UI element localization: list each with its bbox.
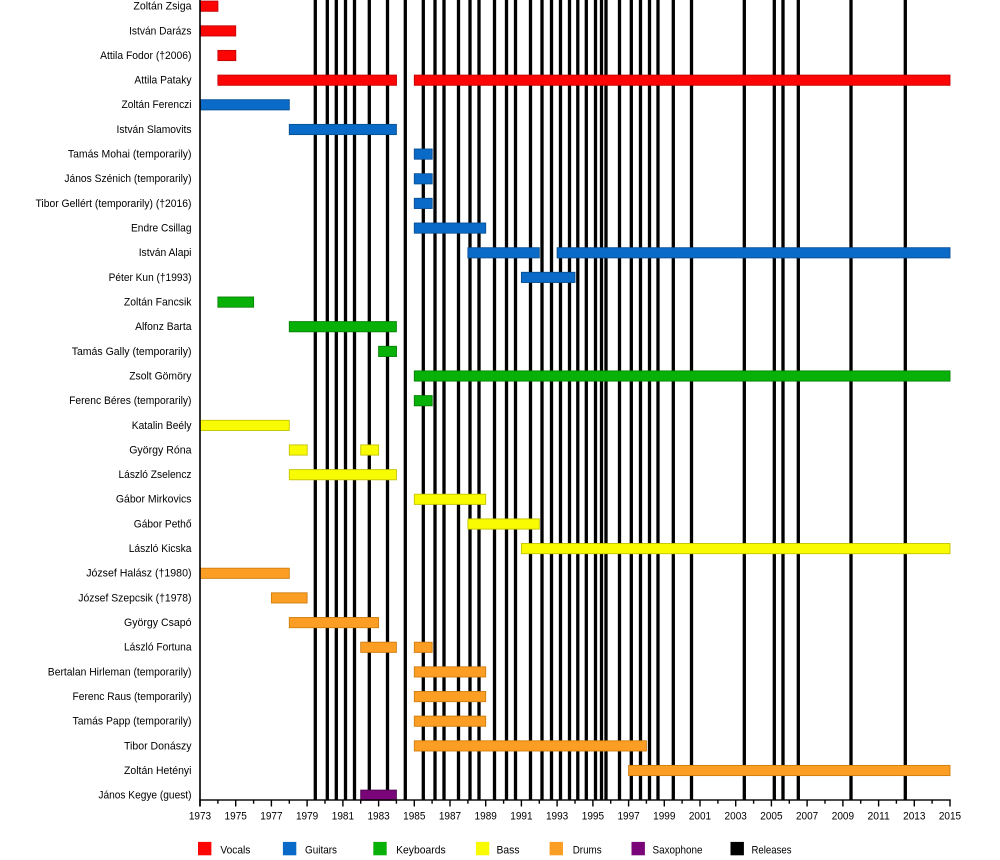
svg-text:1999: 1999	[653, 810, 675, 822]
svg-text:Tibor Donászy: Tibor Donászy	[124, 740, 192, 752]
svg-text:1981: 1981	[332, 810, 354, 822]
svg-text:1991: 1991	[510, 810, 532, 822]
svg-text:Tamás Gally (temporarily): Tamás Gally (temporarily)	[72, 346, 192, 358]
svg-text:2005: 2005	[760, 810, 782, 822]
svg-text:1993: 1993	[546, 810, 568, 822]
svg-text:2015: 2015	[939, 810, 961, 822]
svg-text:1989: 1989	[475, 810, 497, 822]
svg-text:1995: 1995	[582, 810, 604, 822]
svg-text:István Darázs: István Darázs	[129, 25, 192, 37]
svg-text:György Róna: György Róna	[129, 444, 192, 456]
svg-text:Guitars: Guitars	[305, 844, 337, 856]
svg-text:Katalin Beély: Katalin Beély	[132, 420, 192, 432]
svg-text:1979: 1979	[296, 810, 318, 822]
svg-text:Zoltán Zsiga: Zoltán Zsiga	[133, 1, 192, 13]
svg-text:Attila Pataky: Attila Pataky	[134, 75, 192, 87]
svg-text:1983: 1983	[367, 810, 389, 822]
svg-text:János Kegye (guest): János Kegye (guest)	[98, 790, 191, 802]
svg-text:László Kicska: László Kicska	[129, 543, 193, 555]
svg-text:Alfonz Barta: Alfonz Barta	[135, 321, 192, 333]
svg-text:József Szepcsik (†1978): József Szepcsik (†1978)	[78, 592, 191, 604]
svg-text:József Halász (†1980): József Halász (†1980)	[86, 568, 191, 580]
svg-text:1973: 1973	[189, 810, 211, 822]
svg-text:Gábor Mirkovics: Gábor Mirkovics	[116, 494, 192, 506]
svg-text:Zoltán Ferenczi: Zoltán Ferenczi	[122, 99, 192, 111]
svg-text:István Slamovits: István Slamovits	[117, 124, 192, 136]
svg-text:2009: 2009	[832, 810, 854, 822]
svg-text:Drums: Drums	[573, 844, 602, 856]
svg-text:Zsolt Gömöry: Zsolt Gömöry	[129, 370, 192, 382]
svg-text:Gábor Pethő: Gábor Pethő	[134, 518, 192, 530]
svg-text:2003: 2003	[725, 810, 747, 822]
svg-text:1987: 1987	[439, 810, 461, 822]
svg-text:Tamás Papp (temporarily): Tamás Papp (temporarily)	[73, 716, 192, 728]
svg-text:1997: 1997	[617, 810, 639, 822]
svg-text:Bass: Bass	[497, 844, 520, 856]
svg-text:1985: 1985	[403, 810, 425, 822]
svg-text:2001: 2001	[689, 810, 711, 822]
svg-text:János Szénich (temporarily): János Szénich (temporarily)	[64, 173, 191, 185]
svg-text:Ferenc Raus (temporarily): Ferenc Raus (temporarily)	[73, 691, 192, 703]
svg-text:Ferenc Béres (temporarily): Ferenc Béres (temporarily)	[69, 395, 191, 407]
svg-text:Attila Fodor (†2006): Attila Fodor (†2006)	[100, 50, 191, 62]
svg-text:Vocals: Vocals	[220, 844, 250, 856]
svg-text:György Csapó: György Csapó	[124, 617, 192, 629]
svg-text:Saxophone: Saxophone	[653, 844, 703, 856]
svg-text:Tamás Mohai (temporarily): Tamás Mohai (temporarily)	[68, 149, 192, 161]
svg-text:Keyboards: Keyboards	[396, 844, 446, 856]
svg-text:2011: 2011	[867, 810, 889, 822]
svg-text:1975: 1975	[225, 810, 247, 822]
svg-text:István Alapi: István Alapi	[139, 247, 192, 259]
svg-text:2013: 2013	[903, 810, 925, 822]
svg-text:Péter Kun (†1993): Péter Kun (†1993)	[109, 272, 192, 284]
svg-text:Zoltán Hetényi: Zoltán Hetényi	[124, 765, 192, 777]
svg-text:László Zselencz: László Zselencz	[119, 469, 192, 481]
svg-text:Endre Csillag: Endre Csillag	[131, 223, 192, 235]
svg-text:Releases: Releases	[752, 844, 792, 856]
svg-text:Zoltán Fancsik: Zoltán Fancsik	[124, 297, 192, 309]
svg-text:Bertalan Hirleman (temporarily: Bertalan Hirleman (temporarily)	[48, 666, 192, 678]
svg-text:László Fortuna: László Fortuna	[124, 642, 192, 654]
svg-text:2007: 2007	[796, 810, 818, 822]
svg-text:1977: 1977	[260, 810, 282, 822]
svg-text:Tibor Gellért (temporarily) (†: Tibor Gellért (temporarily) (†2016)	[36, 198, 192, 210]
